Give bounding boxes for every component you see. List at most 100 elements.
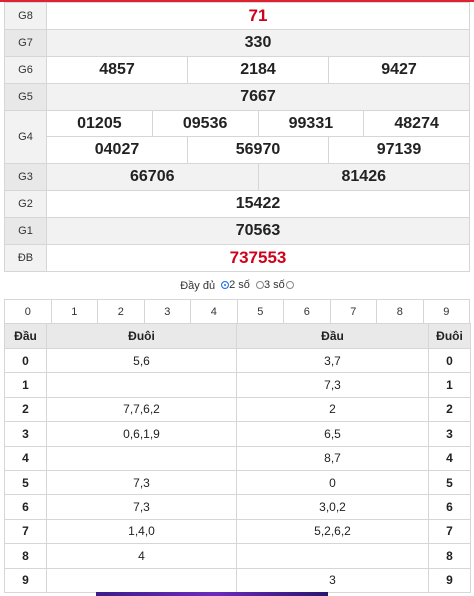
head-values: 2	[236, 396, 429, 423]
digit-filter-6[interactable]: 6	[283, 299, 331, 324]
tail-digit: 9	[428, 567, 471, 593]
radio-unselected-icon[interactable]	[255, 281, 264, 289]
mode-option-three[interactable]: 3 số	[255, 274, 294, 296]
top-accent-line	[0, 0, 474, 2]
tail-digit: 2	[428, 396, 471, 423]
prize-row-g2: G2 15422	[4, 190, 470, 219]
prize-row-g8: G8 71	[4, 2, 470, 30]
prize-row-g6: G6 4857 2184 9427	[4, 55, 470, 84]
header-dau: Đầu	[4, 323, 47, 349]
special-prize-number: 737553	[46, 244, 470, 272]
loto-row: 5 7,3 0 5	[4, 469, 471, 496]
head-values: 3	[236, 567, 429, 593]
digit-filter-1[interactable]: 1	[50, 299, 98, 324]
prize-number: 71	[46, 2, 470, 30]
mode-full-label: Đầy đủ	[180, 280, 216, 292]
mode-option-full[interactable]: Đầy đủ	[180, 275, 215, 297]
prize-label: G7	[4, 28, 47, 57]
prize-number: 2184	[187, 55, 329, 84]
tail-values: 4	[46, 543, 237, 569]
prize-row-g5: G5 7667	[4, 82, 470, 111]
tail-digit: 1	[428, 372, 471, 398]
prize-number: 9427	[328, 55, 470, 84]
head-digit: 6	[4, 494, 47, 520]
head-digit: 2	[4, 396, 47, 423]
prize-label: G5	[4, 82, 47, 111]
head-values: 7,3	[236, 372, 429, 398]
head-values	[236, 543, 429, 569]
prize-number: 330	[46, 28, 470, 57]
prize-number: 97139	[328, 136, 470, 165]
tail-values	[46, 372, 237, 398]
radio-selected-icon[interactable]	[221, 281, 230, 289]
tail-digit: 7	[428, 518, 471, 545]
results-table: G8 71 G7 330 G6 4857 2184 9427 G5 7667 G…	[4, 2, 470, 272]
loto-row: 3 0,6,1,9 6,5 3	[4, 421, 471, 447]
digit-filter-0[interactable]: 0	[4, 299, 52, 324]
tail-values: 7,3	[46, 469, 237, 496]
head-values: 3,0,2	[236, 494, 429, 520]
prize-number: 04027	[46, 136, 188, 165]
prize-label: G2	[4, 190, 47, 219]
tail-values	[46, 445, 237, 471]
prize-label: G1	[4, 217, 47, 246]
tail-digit: 8	[428, 543, 471, 569]
prize-label: G8	[4, 2, 47, 30]
head-digit: 7	[4, 518, 47, 545]
header-duoi: Đuôi	[46, 323, 237, 349]
header-duoi-right: Đuôi	[428, 323, 471, 349]
digit-filter-3[interactable]: 3	[143, 299, 191, 324]
prize-number: 56970	[187, 136, 329, 165]
loto-row: 2 7,7,6,2 2 2	[4, 396, 471, 423]
mode-option-two[interactable]: 2 số	[220, 274, 250, 296]
head-digit: 3	[4, 421, 47, 447]
head-digit: 1	[4, 372, 47, 398]
head-digit: 5	[4, 469, 47, 496]
prize-row-g7: G7 330	[4, 28, 470, 57]
tail-digit: 3	[428, 421, 471, 447]
mode-three-label: 3 số	[263, 279, 285, 291]
prize-number: 4857	[46, 55, 188, 84]
loto-head-tail-table: Đầu Đuôi Đầu Đuôi 0 5,6 3,7 0 1 7,3 1 2 7,7,6,…	[4, 323, 471, 593]
digit-filter-9[interactable]: 9	[422, 299, 470, 324]
head-values: 6,5	[236, 421, 429, 447]
tail-values: 0,6,1,9	[46, 421, 237, 447]
tail-digit: 6	[428, 494, 471, 520]
prize-number: 99331	[257, 109, 365, 138]
digit-filter-8[interactable]: 8	[376, 299, 424, 324]
tail-values: 5,6	[46, 347, 237, 374]
prize-number: 15422	[46, 190, 470, 219]
digit-filter-7[interactable]: 7	[329, 299, 377, 324]
loto-row: 0 5,6 3,7 0	[4, 347, 471, 374]
head-values: 8,7	[236, 445, 429, 471]
prize-number: 81426	[257, 163, 470, 192]
radio-unselected-icon[interactable]	[285, 281, 294, 289]
head-values: 3,7	[236, 347, 429, 374]
head-values: 0	[236, 469, 429, 496]
head-digit: 8	[4, 543, 47, 569]
prize-row-g3: G3 66706 81426	[4, 163, 470, 192]
prize-number: 66706	[46, 163, 259, 192]
digit-filter-bar: 0 1 2 3 4 5 6 7 8 9	[4, 299, 470, 324]
header-dau-right: Đầu	[236, 323, 429, 349]
ad-banner-strip[interactable]	[96, 592, 328, 596]
digit-filter-2[interactable]: 2	[97, 299, 145, 324]
tail-values	[46, 567, 237, 593]
tail-digit: 5	[428, 469, 471, 496]
loto-row: 6 7,3 3,0,2 6	[4, 494, 471, 520]
prize-row-g1: G1 70563	[4, 217, 470, 246]
loto-row: 1 7,3 1	[4, 372, 471, 398]
prize-number: 48274	[363, 109, 470, 138]
mode-two-label: 2 số	[229, 279, 250, 291]
prize-label: G3	[4, 163, 47, 192]
digit-filter-4[interactable]: 4	[190, 299, 238, 324]
digit-filter-5[interactable]: 5	[236, 299, 284, 324]
prize-number: 09536	[151, 109, 259, 138]
loto-row: 4 8,7 4	[4, 445, 471, 471]
prize-number: 01205	[46, 109, 153, 138]
prize-label: G4	[4, 109, 47, 165]
prize-row-g4-b: 04027 56970 97139	[5, 136, 470, 165]
head-digit: 0	[4, 347, 47, 374]
loto-row: 7 1,4,0 5,2,6,2 7	[4, 518, 471, 545]
